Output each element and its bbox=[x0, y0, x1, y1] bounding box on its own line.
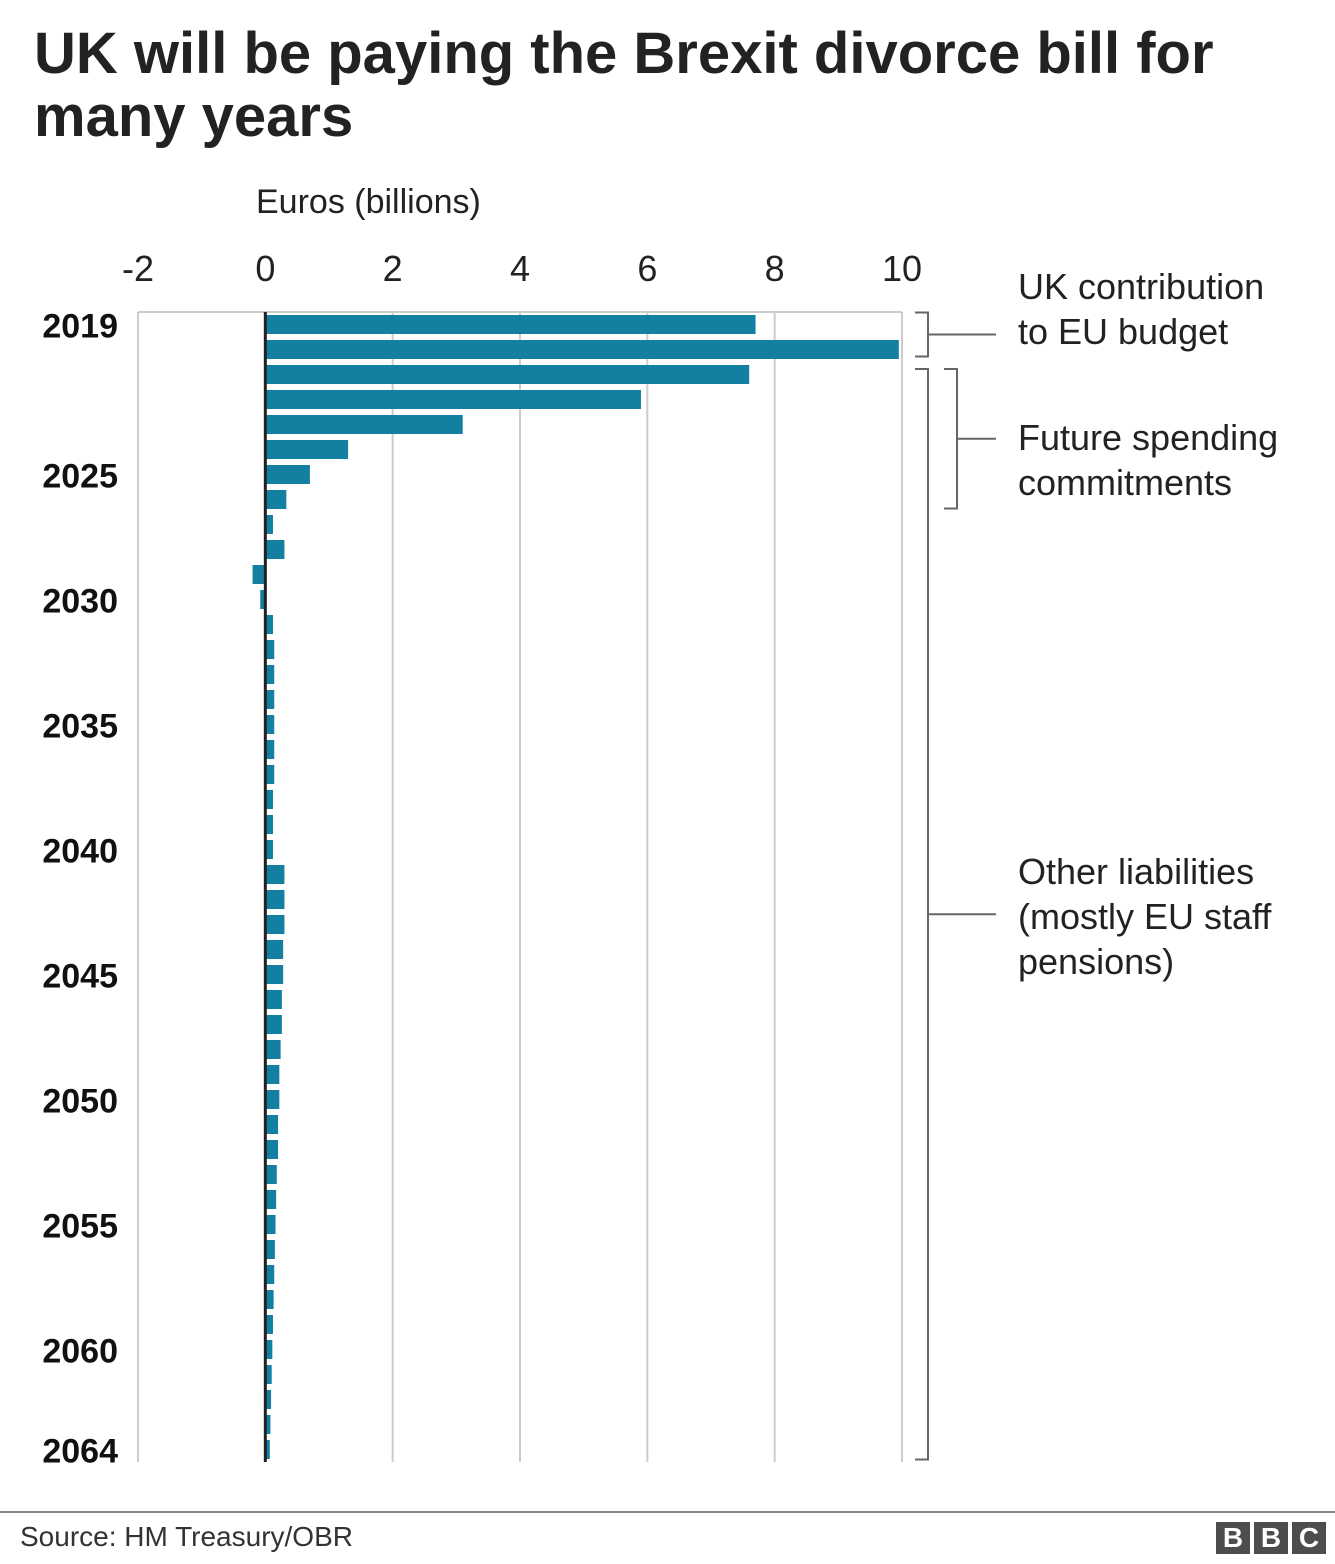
bar bbox=[265, 1015, 282, 1034]
bars bbox=[252, 312, 899, 1462]
source-note: Source: HM Treasury/OBR bbox=[20, 1521, 353, 1552]
x-tick-label: 4 bbox=[510, 248, 530, 289]
bar bbox=[265, 665, 275, 684]
x-tick-label: 8 bbox=[765, 248, 785, 289]
x-tick-label: 0 bbox=[255, 248, 275, 289]
bar bbox=[265, 1290, 274, 1309]
bar bbox=[265, 1315, 273, 1334]
chart-title: UK will be paying the Brexit divorce bil… bbox=[34, 21, 1214, 149]
annotation-label: commitments bbox=[1018, 462, 1232, 503]
bar bbox=[265, 1115, 279, 1134]
bar bbox=[265, 840, 273, 859]
bar bbox=[265, 615, 273, 634]
annotation-label: UK contribution bbox=[1018, 266, 1264, 307]
annotation-label: Future spending bbox=[1018, 417, 1278, 458]
bar bbox=[265, 990, 282, 1009]
bar bbox=[265, 415, 463, 434]
x-tick-labels: -2 0 2 4 6 8 10 bbox=[122, 248, 922, 289]
annotation-label: to EU budget bbox=[1018, 311, 1228, 352]
bar bbox=[265, 1215, 276, 1234]
y-tick-label: 2055 bbox=[42, 1208, 118, 1246]
y-tick-label: 2045 bbox=[42, 958, 118, 996]
annotation-bracket bbox=[915, 311, 929, 358]
annotation-bracket bbox=[915, 368, 929, 1461]
bar bbox=[265, 540, 285, 559]
bar bbox=[265, 890, 285, 909]
bar bbox=[265, 1415, 271, 1434]
annotation-label: Other liabilities bbox=[1018, 851, 1254, 892]
bar bbox=[265, 1390, 272, 1409]
footer-divider bbox=[0, 1511, 1335, 1513]
bar bbox=[265, 715, 275, 734]
bar bbox=[265, 940, 284, 959]
x-tick-label: 6 bbox=[637, 248, 657, 289]
bar bbox=[265, 1440, 270, 1459]
x-tick-label: -2 bbox=[122, 248, 154, 289]
bar bbox=[265, 440, 349, 459]
annotation-label: (mostly EU staff bbox=[1018, 896, 1272, 937]
logo-letter: C bbox=[1292, 1522, 1326, 1554]
x-tick-label: 10 bbox=[882, 248, 922, 289]
y-tick-label: 2050 bbox=[42, 1083, 118, 1121]
bar-chart: -2 0 2 4 6 8 10 201920252030203520402045205020… bbox=[42, 183, 1278, 1471]
bar bbox=[265, 965, 284, 984]
bar bbox=[265, 365, 750, 384]
annotation-bracket bbox=[944, 368, 958, 510]
bbc-logo: B B C bbox=[1216, 1522, 1326, 1554]
x-tick-label: 2 bbox=[383, 248, 403, 289]
bar bbox=[265, 1240, 275, 1259]
bar bbox=[265, 815, 273, 834]
bar bbox=[265, 1190, 277, 1209]
bar bbox=[265, 865, 285, 884]
bar bbox=[260, 590, 266, 609]
y-tick-label: 2064 bbox=[42, 1433, 118, 1471]
bar bbox=[265, 1265, 275, 1284]
bar bbox=[265, 790, 273, 809]
y-tick-label: 2040 bbox=[42, 833, 118, 871]
bar bbox=[265, 690, 275, 709]
bar bbox=[265, 1340, 273, 1359]
x-axis-label: Euros (billions) bbox=[256, 183, 481, 221]
y-tick-label: 2060 bbox=[42, 1333, 118, 1371]
gridlines bbox=[137, 311, 903, 1462]
bar bbox=[265, 765, 275, 784]
y-tick-labels: 2019 2025 2030 2035 2040 2045 2050 2055 2060 2064 bbox=[42, 308, 118, 1471]
bar bbox=[265, 915, 285, 934]
bar bbox=[265, 740, 275, 759]
bar bbox=[265, 1365, 272, 1384]
bar bbox=[265, 1040, 281, 1059]
annotation-label: pensions) bbox=[1018, 941, 1174, 982]
bar bbox=[265, 490, 287, 509]
bar bbox=[265, 315, 756, 334]
bar bbox=[265, 465, 310, 484]
bar bbox=[265, 1090, 280, 1109]
bar bbox=[265, 515, 273, 534]
bar bbox=[265, 640, 275, 659]
bar bbox=[265, 390, 641, 409]
y-tick-label: 2025 bbox=[42, 458, 118, 496]
bar bbox=[265, 1165, 277, 1184]
bar bbox=[265, 1065, 280, 1084]
y-tick-label: 2030 bbox=[42, 583, 118, 621]
logo-letter: B bbox=[1216, 1522, 1250, 1554]
bar bbox=[265, 1140, 279, 1159]
y-tick-label: 2035 bbox=[42, 708, 118, 746]
bar bbox=[252, 565, 266, 584]
logo-letter: B bbox=[1254, 1522, 1288, 1554]
bar bbox=[265, 340, 899, 359]
y-tick-label: 2019 bbox=[42, 308, 118, 346]
